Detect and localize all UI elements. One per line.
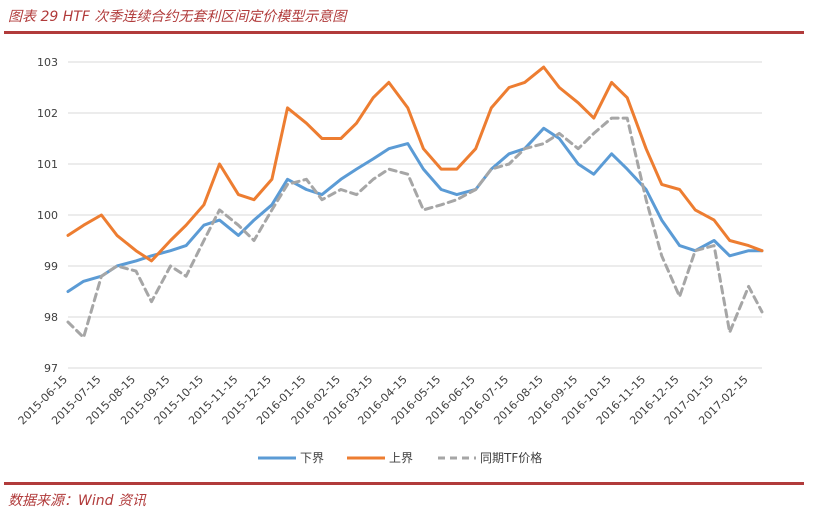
y-tick-label: 102: [37, 107, 58, 120]
data-source: 数据来源：Wind 资讯: [8, 493, 146, 509]
legend: 下界 上界 同期TF价格: [258, 450, 542, 465]
figure-caption: 图表 29 HTF 次季连续合约无套利区间定价模型示意图: [8, 9, 347, 25]
y-tick-label: 98: [44, 311, 58, 324]
x-axis-ticks: 2015-06-152015-07-152015-08-152015-09-15…: [16, 373, 751, 427]
legend-label-2: 同期TF价格: [480, 450, 542, 465]
y-tick-label: 99: [44, 260, 58, 273]
y-tick-label: 101: [37, 158, 58, 171]
y-tick-label: 103: [37, 56, 58, 69]
gridlines: [68, 61, 762, 369]
y-axis-ticks: 97 98 99 100 101 102 103: [37, 56, 58, 375]
y-tick-label: 97: [44, 362, 58, 375]
series-line-0: [66, 126, 764, 293]
legend-label-1: 上界: [389, 451, 413, 465]
top-rule: [4, 31, 804, 34]
bottom-rule: [4, 482, 804, 485]
series-line-1: [66, 65, 764, 263]
legend-label-0: 下界: [300, 451, 324, 465]
series-line-2: [66, 116, 764, 339]
y-tick-label: 100: [37, 209, 58, 222]
series-lines: [66, 65, 764, 339]
